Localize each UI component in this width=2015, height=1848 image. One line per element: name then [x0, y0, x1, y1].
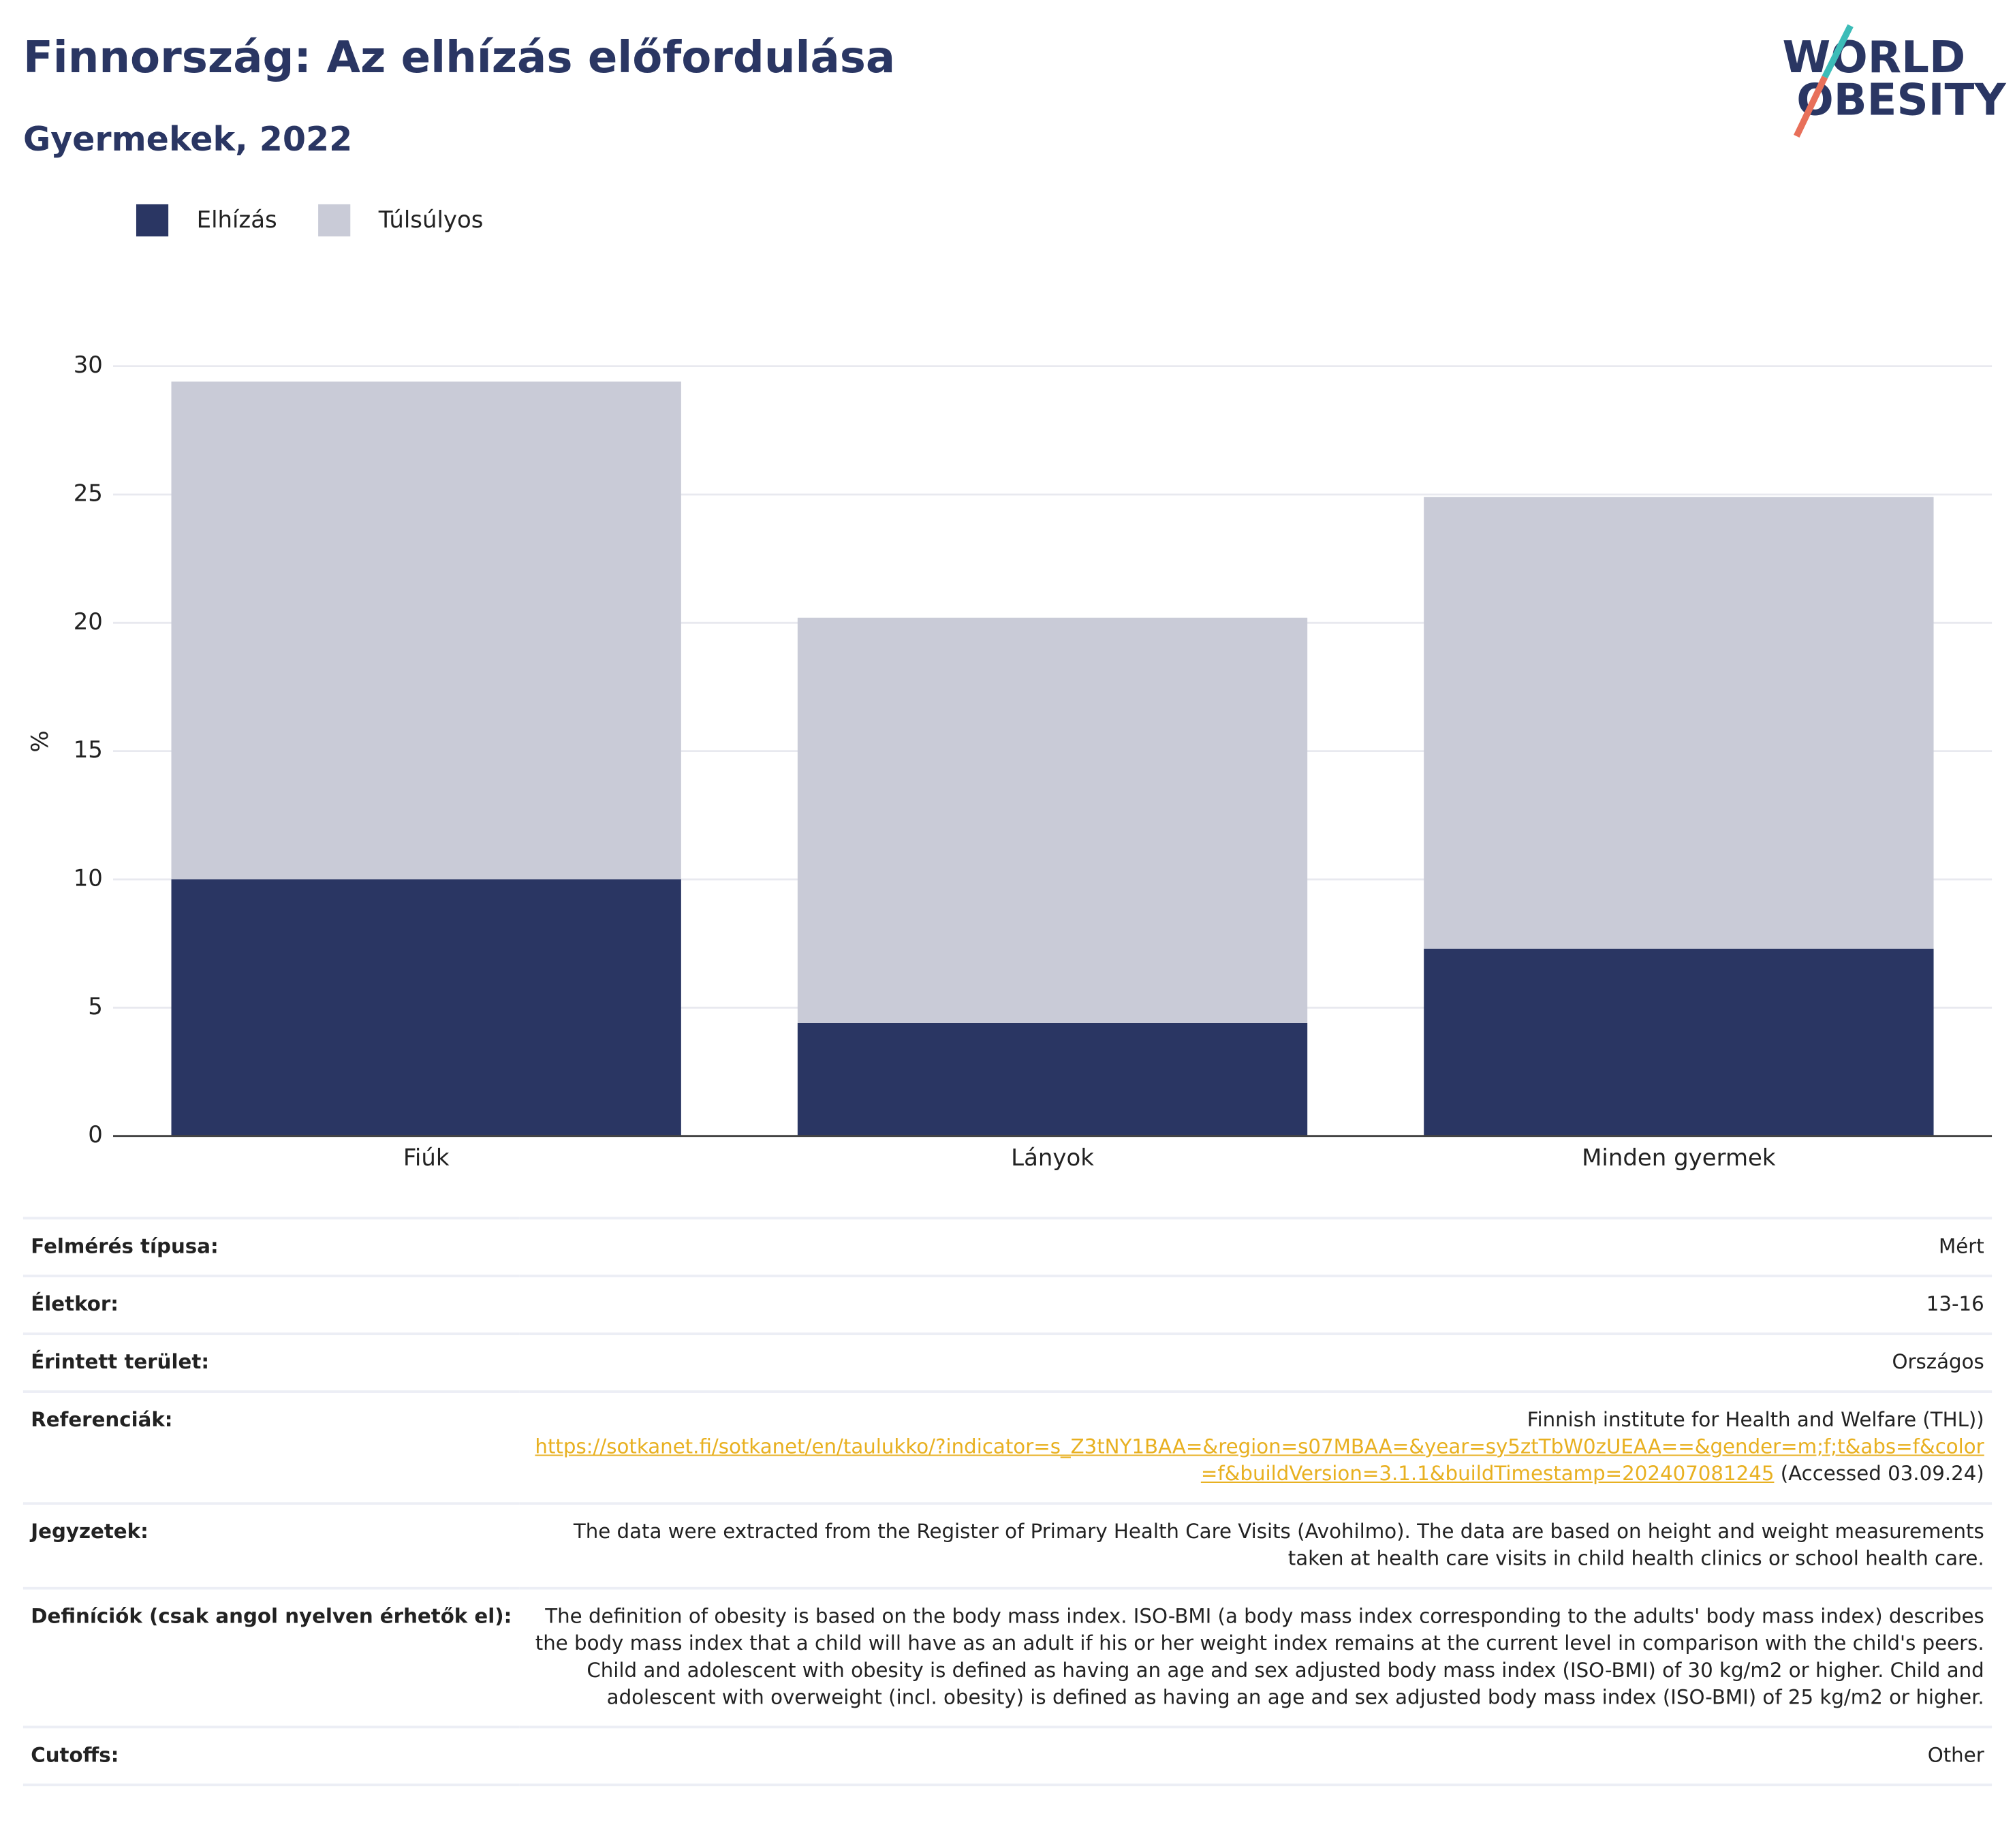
bar-segment	[171, 879, 681, 1136]
y-tick-label: 5	[88, 993, 103, 1020]
y-tick-label: 15	[74, 736, 103, 764]
bar-segment	[1424, 497, 1934, 949]
row-value: Other	[519, 1725, 1993, 1787]
table-row: Életkor: 13-16	[22, 1274, 1993, 1336]
row-label: Jegyzetek:	[22, 1502, 520, 1590]
table-row: Cutoffs: Other	[22, 1725, 1993, 1787]
info-table: Felmérés típusa: Mért Életkor: 13-16 Érintet…	[22, 1217, 1993, 1787]
chart-subtitle: Gyermekek, 2022	[23, 119, 352, 159]
reference-accessed: (Accessed 03.09.24)	[1780, 1462, 1984, 1486]
row-label: Cutoffs:	[22, 1725, 520, 1787]
logo-slash	[1822, 24, 1854, 79]
y-axis-label: %	[27, 730, 54, 752]
chart: Finnország: Az elhízás előfordulása Gyer…	[23, 24, 2007, 1172]
row-value-text: Other	[1927, 1743, 1984, 1767]
x-tick-label: Fiúk	[403, 1144, 450, 1172]
y-tick-label: 0	[88, 1121, 103, 1148]
logo-text: WORLD	[1783, 32, 1966, 83]
reference-source: Finnish institute for Health and Welfare…	[1527, 1408, 1984, 1432]
row-label: Életkor:	[22, 1274, 520, 1336]
row-value: Finnish institute for Health and Welfare…	[519, 1390, 1993, 1505]
row-value-text: The data were extracted from the Registe…	[573, 1520, 1984, 1571]
table-row: Jegyzetek: The data were extracted from t…	[22, 1502, 1993, 1590]
row-label: Felmérés típusa:	[22, 1217, 520, 1278]
row-value: The data were extracted from the Registe…	[519, 1502, 1993, 1590]
legend-swatch	[318, 204, 351, 237]
row-label: Definíciók (csak angol nyelven érhetők e…	[22, 1586, 520, 1729]
y-tick-label: 30	[74, 351, 103, 379]
table-row: Referenciák: Finnish institute for Health…	[22, 1390, 1993, 1505]
bar-segment	[1424, 948, 1934, 1136]
row-value-text: The definition of obesity is based on th…	[535, 1605, 1984, 1710]
row-value: 13-16	[519, 1274, 1993, 1336]
row-value: The definition of obesity is based on th…	[519, 1586, 1993, 1729]
bar-segment	[797, 1022, 1308, 1136]
logo-text: OBESITY	[1796, 74, 2007, 125]
y-tick-label: 10	[74, 864, 103, 892]
row-value: Országos	[519, 1332, 1993, 1393]
reference-link[interactable]: https://sotkanet.fi/sotkanet/en/taulukko…	[535, 1435, 1984, 1486]
row-value-text: 13-16	[1926, 1292, 1984, 1316]
x-tick-label: Minden gyermek	[1582, 1144, 1776, 1172]
logo-slash	[1794, 76, 1828, 138]
row-value-text: Mért	[1939, 1234, 1984, 1258]
row-value-text: Országos	[1892, 1350, 1984, 1374]
bar-segment	[797, 617, 1308, 1023]
table-row: Érintett terület: Országos	[22, 1332, 1993, 1393]
legend-label: Túlsúlyos	[378, 206, 484, 234]
row-label: Referenciák:	[22, 1390, 520, 1505]
table-row: Definíciók (csak angol nyelven érhetők e…	[22, 1586, 1993, 1729]
chart-title: Finnország: Az elhízás előfordulása	[23, 32, 895, 83]
row-value: Mért	[519, 1217, 1993, 1278]
row-label: Érintett terület:	[22, 1332, 520, 1393]
table-row: Felmérés típusa: Mért	[22, 1217, 1993, 1278]
y-tick-label: 20	[74, 608, 103, 636]
y-tick-label: 25	[74, 480, 103, 507]
bar-segment	[171, 381, 681, 879]
legend-swatch	[136, 204, 169, 237]
x-tick-label: Lányok	[1011, 1144, 1094, 1172]
legend-label: Elhízás	[197, 206, 277, 234]
